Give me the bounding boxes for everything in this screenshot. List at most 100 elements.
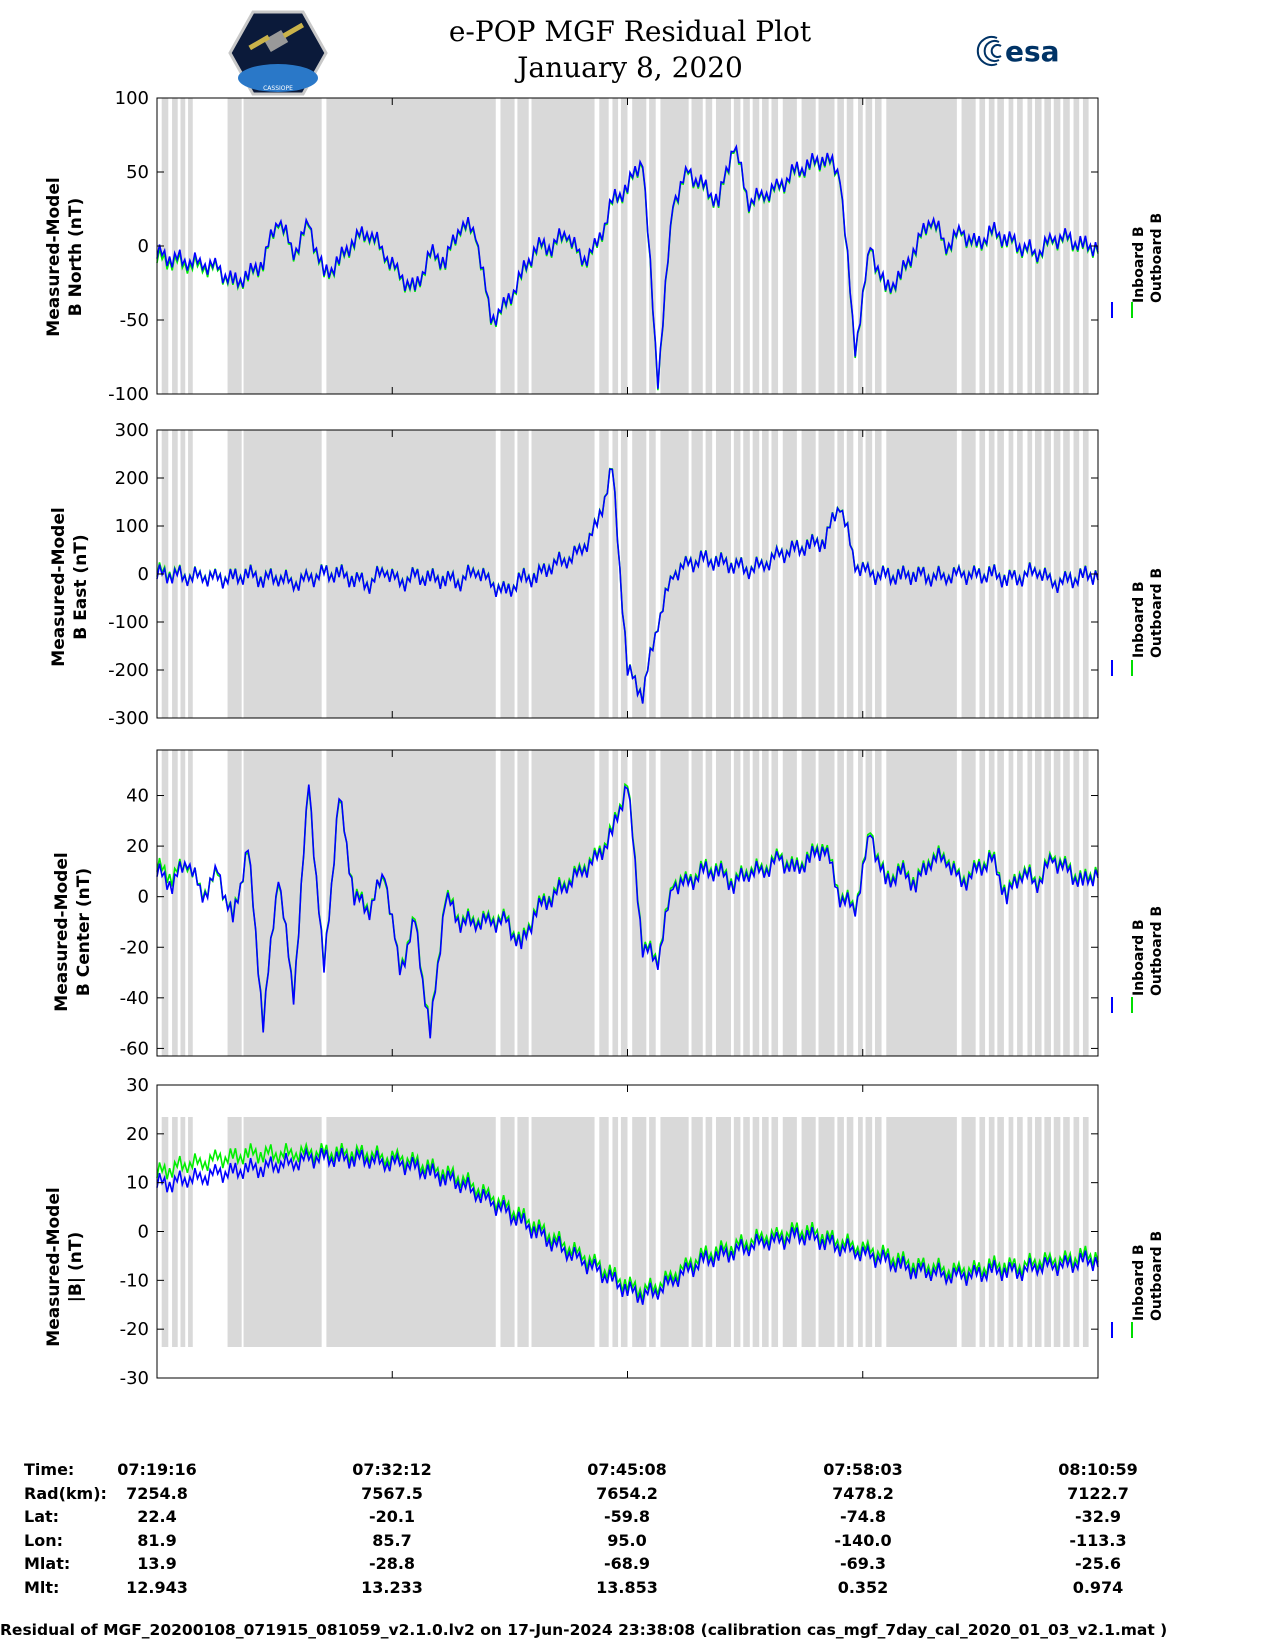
data-gap: [1032, 1117, 1035, 1347]
data-gap: [627, 98, 633, 394]
legend-total: Inboard B Outboard B: [1130, 1181, 1166, 1321]
legend-outboard: Outboard B: [1149, 567, 1165, 658]
info-value: -59.8: [603, 1507, 651, 1526]
data-gap: [1069, 430, 1074, 718]
data-gap: [594, 430, 600, 718]
data-gap: [956, 98, 962, 394]
y-tick-label: 10: [126, 1173, 149, 1194]
info-label: Mlt:: [24, 1577, 60, 1597]
data-gap: [1003, 1117, 1009, 1347]
data-gap: [688, 1117, 692, 1347]
data-gap: [1079, 750, 1083, 1056]
data-gap: [241, 98, 244, 394]
data-gap: [1032, 750, 1035, 1056]
page-title: e-POP MGF Residual Plot January 8, 2020: [380, 14, 880, 86]
title-line-2: January 8, 2020: [517, 51, 743, 84]
data-gap: [702, 750, 706, 1056]
info-label: Time:: [24, 1460, 75, 1479]
info-value: 7254.8: [126, 1483, 188, 1503]
data-gap: [168, 750, 173, 1056]
data-gap: [157, 750, 162, 1056]
series-inboard-line: [156, 144, 1099, 389]
info-value: 7654.2: [596, 1483, 658, 1503]
legend-outboard: Outboard B: [1149, 905, 1165, 996]
y-tick-label: 100: [115, 88, 149, 109]
data-gap: [688, 430, 692, 718]
info-value: 7567.5: [361, 1483, 423, 1503]
data-gap: [594, 1117, 600, 1347]
data-gap: [862, 750, 866, 1056]
data-gap: [985, 750, 989, 1056]
data-gap: [1032, 430, 1035, 718]
info-value: 12.943: [126, 1577, 188, 1597]
data-gap: [618, 98, 621, 394]
logo-left-text: CASSIOPE: [263, 85, 293, 92]
y-tick-label: -100: [108, 612, 149, 633]
legend-inboard: Inboard B: [1131, 581, 1147, 658]
info-value: 13.9: [137, 1554, 177, 1573]
data-gap: [740, 750, 744, 1056]
data-gap: [1003, 430, 1009, 718]
y-tick-label: -40: [120, 988, 149, 1009]
cassiope-logo: CASSIOPE: [228, 10, 328, 96]
data-gap: [872, 1117, 875, 1347]
data-gap: [241, 750, 244, 1056]
data-gap: [843, 1117, 847, 1347]
data-gap: [796, 430, 802, 718]
legend-outboard: Outboard B: [1149, 212, 1165, 303]
data-gap: [1060, 430, 1064, 718]
data-gap: [185, 430, 189, 718]
data-gap: [321, 98, 327, 394]
legend-north: Inboard B Outboard B: [1130, 163, 1166, 303]
data-gap: [731, 1117, 734, 1347]
y-tick-label: 0: [138, 564, 149, 585]
data-gap: [627, 430, 633, 718]
data-gap: [177, 98, 181, 394]
data-gap: [768, 1117, 772, 1347]
panel-3: -30 -20 -10 0 10 20 30: [120, 1075, 1133, 1389]
data-gap: [618, 1117, 621, 1347]
legend-outboard: Outboard B: [1149, 1230, 1165, 1321]
info-value: -74.8: [839, 1507, 887, 1526]
legend-center: Inboard B Outboard B: [1130, 856, 1166, 996]
info-value: 07:32:12: [352, 1460, 432, 1479]
data-gap: [1050, 98, 1054, 394]
data-gap: [768, 430, 772, 718]
data-gap: [495, 98, 501, 394]
series-inboard-line: [156, 468, 1099, 704]
data-gap: [749, 98, 753, 394]
y-tick-label: -60: [120, 1038, 149, 1059]
data-gap: [1022, 1117, 1028, 1347]
y-tick-label: -100: [108, 384, 149, 405]
data-gap: [608, 98, 613, 394]
orbit-info-table: Time: 07:19:16 07:32:12 07:45:08 07:58:03 08:…: [0, 1460, 1275, 1620]
data-gap: [834, 750, 838, 1056]
data-gap: [168, 1117, 173, 1347]
info-value: 07:45:08: [587, 1460, 667, 1479]
data-gap: [655, 750, 661, 1056]
data-gap: [702, 98, 706, 394]
data-gap: [1013, 750, 1018, 1056]
data-gap: [495, 430, 501, 718]
data-gap: [768, 750, 772, 1056]
data-gap: [731, 430, 734, 718]
data-gap: [495, 750, 501, 1056]
info-value: 07:19:16: [117, 1460, 197, 1479]
info-value: 7122.7: [1067, 1483, 1129, 1503]
y-tick-label: -50: [120, 310, 149, 331]
data-gap: [1041, 1117, 1045, 1347]
data-gap: [1069, 1117, 1074, 1347]
data-gap: [778, 750, 783, 1056]
data-gap: [778, 98, 783, 394]
data-gap: [1069, 750, 1074, 1056]
y-tick-label: 30: [126, 1075, 149, 1096]
data-gap: [749, 750, 753, 1056]
data-gap: [646, 430, 650, 718]
data-gap: [994, 1117, 998, 1347]
info-value: -68.9: [603, 1554, 651, 1573]
data-gap: [594, 750, 600, 1056]
data-gap: [618, 750, 621, 1056]
info-value: 13.853: [596, 1577, 658, 1597]
info-label: Lon:: [24, 1530, 63, 1550]
data-gap: [177, 430, 181, 718]
